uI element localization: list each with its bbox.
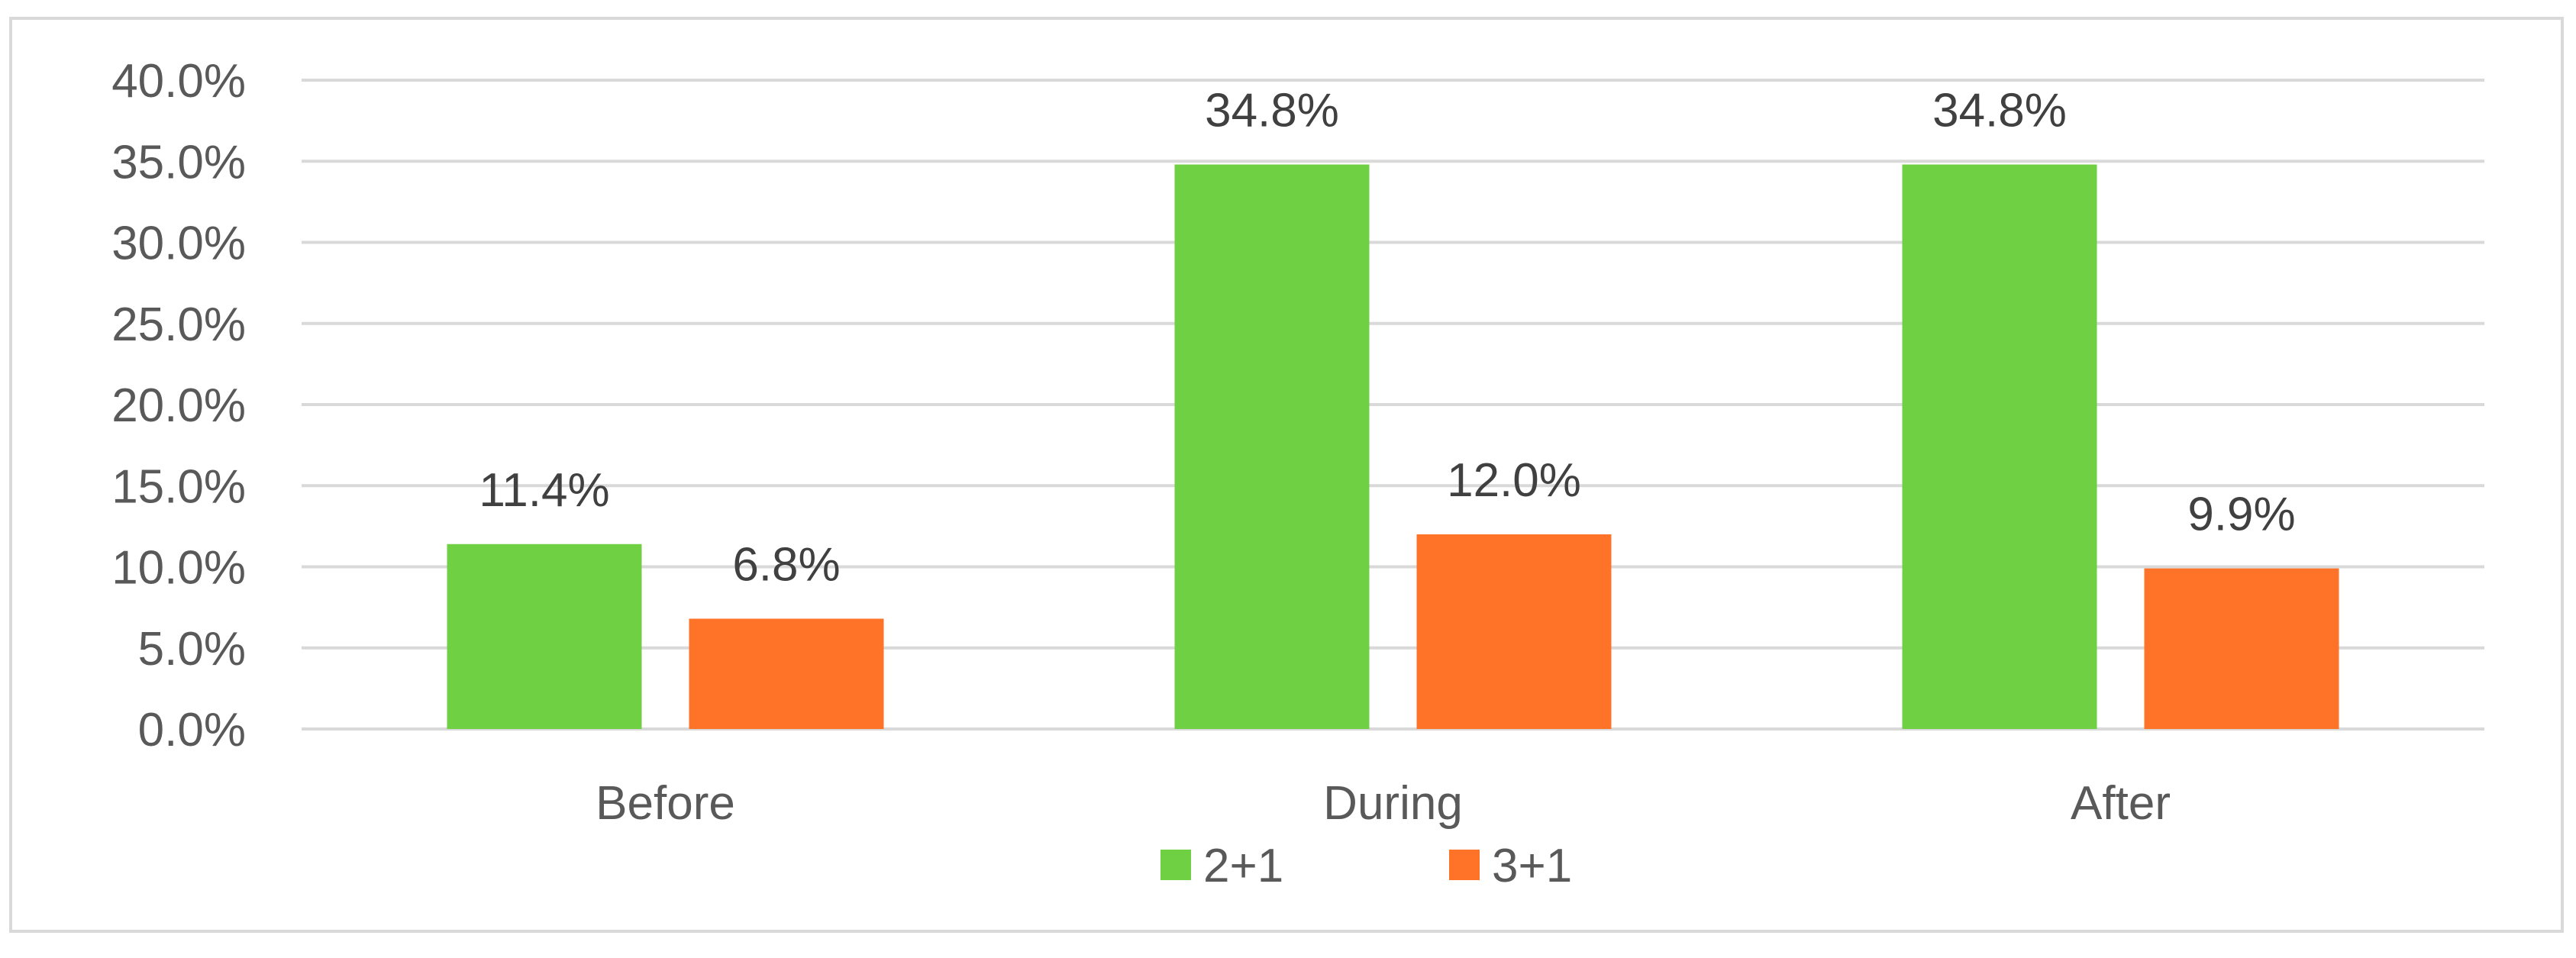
gridlines	[302, 79, 2484, 731]
data-label: 12.0%	[1447, 454, 1581, 507]
y-tick-label: 30.0%	[111, 218, 246, 270]
y-tick-label: 20.0%	[111, 379, 246, 432]
bar-3-1-during	[1416, 534, 1612, 729]
legend-swatch	[1160, 850, 1191, 880]
bar-2-1-after	[1902, 164, 2097, 729]
data-label: 34.8%	[1205, 85, 1339, 137]
bar-2-1-before	[447, 544, 642, 729]
data-label: 6.8%	[732, 539, 840, 592]
legend-label: 2+1	[1203, 840, 1283, 892]
y-axis-ticks: 0.0% 5.0% 10.0% 15.0% 20.0% 25.0% 30.0% 35.0% 40…	[111, 55, 246, 756]
data-labels: 11.4% 6.8% 34.8% 12.0% 34.8% 9.9%	[479, 85, 2295, 592]
legend-label: 3+1	[1492, 840, 1572, 892]
y-tick-label: 0.0%	[138, 704, 246, 756]
y-tick-label: 40.0%	[111, 55, 246, 108]
data-label: 11.4%	[479, 464, 609, 517]
data-label: 9.9%	[2187, 489, 2295, 541]
bar-3-1-after	[2144, 568, 2339, 729]
x-category-label: Before	[596, 777, 735, 830]
y-tick-label: 5.0%	[138, 623, 246, 676]
y-tick-label: 25.0%	[111, 298, 246, 351]
bars	[447, 164, 2339, 729]
legend-swatch	[1449, 850, 1480, 880]
y-tick-label: 10.0%	[111, 542, 246, 595]
x-category-label: During	[1323, 777, 1463, 830]
y-tick-label: 15.0%	[111, 460, 246, 513]
data-label: 34.8%	[1932, 85, 2067, 137]
legend: 2+1 3+1	[1160, 840, 1572, 892]
bar-2-1-during	[1174, 164, 1370, 729]
bar-3-1-before	[689, 618, 884, 729]
x-axis-categories: Before During After	[596, 777, 2171, 830]
x-category-label: After	[2071, 777, 2171, 830]
y-tick-label: 35.0%	[111, 136, 246, 189]
